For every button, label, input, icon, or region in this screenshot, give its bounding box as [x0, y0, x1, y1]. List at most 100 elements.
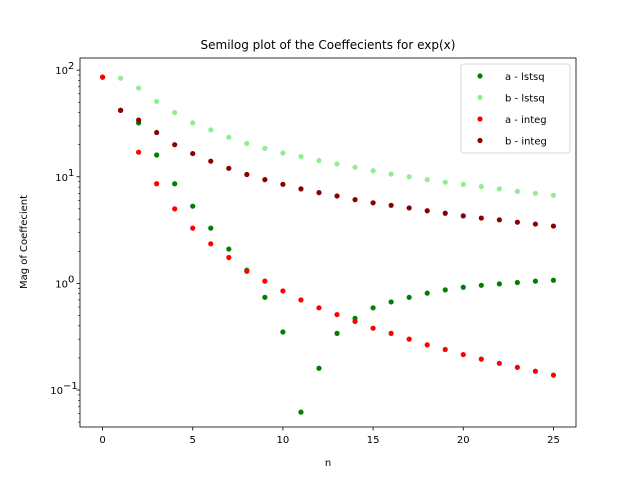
x-tick-label: 10 [277, 435, 290, 446]
data-point-0 [298, 409, 304, 415]
y-tick-label: 10 [55, 173, 68, 184]
data-point-2 [352, 318, 358, 325]
legend-label: a - lstsq [505, 72, 545, 83]
data-point-3 [550, 223, 557, 229]
data-point-2 [280, 288, 286, 294]
data-point-3 [460, 213, 466, 219]
data-point-3 [172, 142, 178, 148]
data-point-2 [442, 346, 448, 353]
legend-box [460, 63, 571, 154]
y-tick-exponent: 2 [68, 61, 74, 72]
data-point-1 [460, 181, 466, 187]
y-tick-exponent: 1 [68, 168, 74, 179]
legend-marker [477, 73, 483, 79]
data-point-2 [262, 278, 268, 284]
data-point-1 [262, 145, 268, 151]
data-point-2 [298, 297, 304, 303]
data-point-1 [514, 188, 520, 194]
data-point-2 [532, 368, 539, 374]
data-point-0 [370, 305, 376, 311]
data-point-3 [208, 158, 214, 164]
data-point-0 [334, 330, 340, 336]
data-point-1 [226, 134, 232, 140]
data-point-2 [172, 206, 178, 212]
data-point-0 [514, 279, 520, 286]
y-tick-exponent: 0 [68, 274, 74, 285]
y-tick-label: 10 [55, 66, 68, 77]
data-point-1 [532, 190, 539, 196]
data-point-1 [370, 168, 376, 174]
y-axis-label: Mag of Coeffecient [19, 195, 30, 289]
data-point-1 [136, 85, 142, 91]
data-point-2 [334, 311, 340, 318]
data-point-1 [352, 164, 358, 170]
data-point-2 [460, 351, 466, 358]
data-point-3 [406, 205, 412, 211]
data-point-0 [190, 203, 196, 209]
x-tick-label: 15 [367, 435, 380, 446]
legend-marker [477, 137, 483, 144]
data-point-3 [244, 171, 250, 178]
data-point-0 [208, 225, 214, 231]
data-point-1 [280, 150, 286, 156]
legend-label: b - integ [505, 137, 547, 148]
data-point-0 [532, 278, 539, 284]
data-point-3 [532, 221, 539, 227]
data-point-0 [388, 299, 394, 305]
data-point-1 [208, 127, 214, 133]
data-point-1 [244, 140, 250, 147]
x-axis-label: n [325, 458, 331, 469]
data-point-2 [99, 74, 106, 80]
data-point-0 [262, 294, 268, 300]
data-point-0 [478, 282, 484, 288]
data-point-1 [478, 183, 484, 190]
data-point-1 [442, 179, 448, 185]
data-point-2 [424, 342, 430, 348]
data-point-3 [117, 107, 124, 113]
data-point-3 [496, 217, 502, 223]
data-point-3 [514, 219, 520, 225]
legend-marker [477, 94, 483, 101]
data-point-0 [280, 329, 286, 335]
data-point-2 [136, 149, 142, 155]
data-point-2 [226, 254, 232, 261]
data-point-3 [262, 177, 268, 183]
plot-frame [79, 57, 577, 428]
y-tick-label: 10 [50, 386, 63, 397]
data-point-0 [460, 284, 466, 290]
data-point-2 [550, 372, 557, 378]
data-point-3 [424, 208, 430, 214]
data-point-0 [226, 246, 232, 252]
data-point-1 [172, 109, 178, 116]
data-point-2 [406, 336, 412, 342]
data-point-0 [442, 287, 448, 293]
data-point-3 [478, 215, 484, 221]
data-point-3 [298, 186, 304, 192]
data-point-1 [496, 186, 502, 192]
data-point-2 [190, 225, 196, 231]
data-point-0 [496, 281, 502, 287]
x-tick-label: 20 [457, 435, 470, 446]
data-point-2 [370, 325, 376, 331]
data-point-3 [226, 165, 232, 171]
data-point-2 [388, 330, 394, 336]
data-point-1 [406, 174, 412, 180]
data-points [99, 74, 557, 415]
data-point-3 [136, 117, 142, 123]
data-point-3 [190, 150, 196, 157]
data-point-2 [496, 360, 502, 366]
data-point-2 [244, 268, 250, 274]
data-point-1 [424, 177, 430, 183]
data-point-0 [424, 290, 430, 296]
x-tick-label: 25 [547, 435, 560, 446]
data-point-1 [388, 171, 394, 177]
data-point-0 [154, 152, 160, 158]
data-point-3 [370, 200, 376, 206]
data-point-0 [550, 277, 557, 283]
data-point-2 [478, 356, 484, 362]
data-point-1 [154, 98, 160, 104]
data-point-1 [334, 161, 340, 167]
data-point-3 [334, 193, 340, 199]
